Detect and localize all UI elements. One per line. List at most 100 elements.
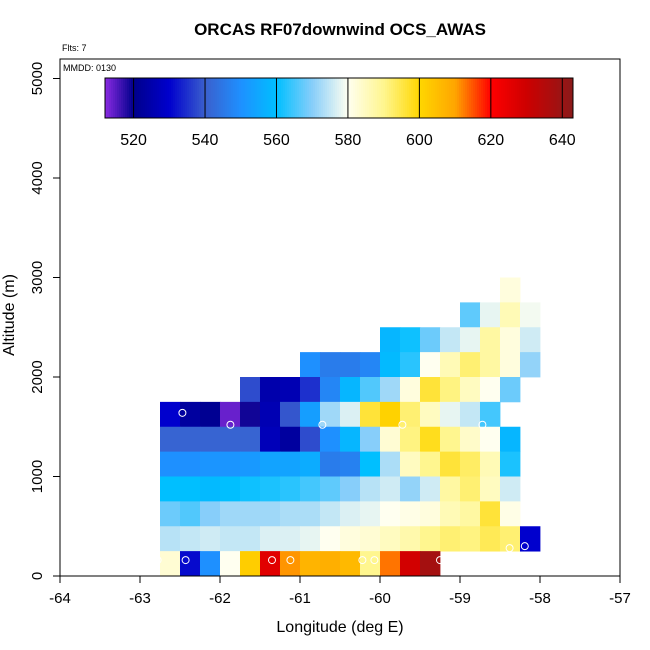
colorbar-segment bbox=[165, 78, 168, 118]
heatmap-cell bbox=[220, 551, 241, 577]
observation-circle bbox=[398, 420, 407, 429]
colorbar-segment bbox=[477, 78, 480, 118]
colorbar-segment bbox=[383, 78, 386, 118]
heatmap-cell bbox=[160, 401, 181, 428]
heatmap-cell bbox=[480, 476, 501, 502]
heatmap-cell bbox=[420, 401, 441, 428]
colorbar-segment bbox=[549, 78, 552, 118]
heatmap-cell bbox=[280, 451, 301, 477]
colorbar-segment bbox=[369, 78, 372, 118]
colorbar-tick-label: 580 bbox=[335, 132, 362, 149]
colorbar-segment bbox=[123, 78, 126, 118]
colorbar-segment bbox=[137, 78, 140, 118]
colorbar-segment bbox=[541, 78, 544, 118]
colorbar-segment bbox=[475, 78, 478, 118]
colorbar-segment bbox=[483, 78, 486, 118]
colorbar-segment bbox=[571, 78, 574, 118]
colorbar-segment bbox=[539, 78, 542, 118]
heatmap-cell bbox=[220, 526, 241, 552]
colorbar-segment bbox=[327, 78, 330, 118]
colorbar-segment bbox=[403, 78, 406, 118]
colorbar-segment bbox=[183, 78, 186, 118]
heatmap-cell bbox=[300, 401, 321, 428]
colorbar-segment bbox=[277, 78, 280, 118]
colorbar-segment bbox=[207, 78, 210, 118]
colorbar-segment bbox=[177, 78, 180, 118]
colorbar-segment bbox=[341, 78, 344, 118]
heatmap-cell bbox=[500, 451, 521, 477]
heatmap-cell bbox=[320, 501, 341, 527]
heatmap-cell bbox=[360, 352, 381, 378]
heatmap-cell bbox=[340, 551, 361, 577]
heatmap-cell bbox=[500, 476, 521, 502]
heatmap-cell bbox=[520, 302, 541, 328]
colorbar-segment bbox=[499, 78, 502, 118]
heatmap-cell bbox=[360, 401, 381, 428]
colorbar-segment bbox=[269, 78, 272, 118]
x-tick-label: -61 bbox=[289, 590, 311, 607]
colorbar-segment bbox=[425, 78, 428, 118]
y-tick-label: 2000 bbox=[29, 360, 46, 393]
observation-circle bbox=[370, 556, 379, 565]
heatmap-cell bbox=[440, 476, 461, 502]
heatmap-cell bbox=[340, 401, 361, 428]
heatmap-cell bbox=[440, 501, 461, 527]
colorbar-segment bbox=[113, 78, 116, 118]
colorbar-segment bbox=[525, 78, 528, 118]
colorbar-segment bbox=[203, 78, 206, 118]
colorbar-segment bbox=[157, 78, 160, 118]
flights-label: Flts: 7 bbox=[62, 43, 87, 53]
heatmap-cell bbox=[500, 327, 521, 353]
heatmap-cell bbox=[460, 377, 481, 403]
colorbar-segment bbox=[365, 78, 368, 118]
colorbar-segment bbox=[395, 78, 398, 118]
observation-circle bbox=[226, 420, 235, 429]
colorbar-segment bbox=[181, 78, 184, 118]
heatmap-cell bbox=[500, 352, 521, 378]
colorbar-segment bbox=[353, 78, 356, 118]
heatmap-cell bbox=[460, 426, 481, 453]
colorbar-segment bbox=[295, 78, 298, 118]
colorbar-segment bbox=[337, 78, 340, 118]
heatmap-cell bbox=[420, 526, 441, 552]
colorbar-segment bbox=[375, 78, 378, 118]
colorbar-segment bbox=[263, 78, 266, 118]
colorbar-segment bbox=[493, 78, 496, 118]
heatmap-cell bbox=[340, 501, 361, 527]
heatmap-cell bbox=[280, 526, 301, 552]
colorbar-segment bbox=[125, 78, 128, 118]
colorbar-segment bbox=[487, 78, 490, 118]
y-tick-label: 3000 bbox=[29, 261, 46, 294]
colorbar-segment bbox=[385, 78, 388, 118]
x-tick-label: -62 bbox=[209, 590, 231, 607]
colorbar-segment bbox=[357, 78, 360, 118]
colorbar-segment bbox=[399, 78, 402, 118]
heatmap-cell bbox=[460, 501, 481, 527]
colorbar-segment bbox=[217, 78, 220, 118]
colorbar-segment bbox=[227, 78, 230, 118]
x-tick-label: -58 bbox=[529, 590, 551, 607]
heatmap-cell bbox=[280, 401, 301, 428]
heatmap-cell bbox=[420, 352, 441, 378]
colorbar-segment bbox=[527, 78, 530, 118]
y-tick-label: 0 bbox=[29, 572, 46, 580]
colorbar-segment bbox=[407, 78, 410, 118]
heatmap-cell bbox=[160, 451, 181, 477]
colorbar-frame bbox=[104, 77, 574, 119]
heatmap-cell bbox=[360, 426, 381, 453]
colorbar-segment bbox=[391, 78, 394, 118]
heatmap-cell bbox=[380, 526, 401, 552]
colorbar-segment bbox=[303, 78, 306, 118]
heatmap-cell bbox=[260, 451, 281, 477]
heatmap-cell bbox=[320, 476, 341, 502]
colorbar-segment bbox=[511, 78, 514, 118]
heatmap-cell bbox=[400, 327, 421, 353]
colorbar-segment bbox=[517, 78, 520, 118]
colorbar-segment bbox=[213, 78, 216, 118]
heatmap-cell bbox=[420, 451, 441, 477]
colorbar-segment bbox=[147, 78, 150, 118]
colorbar-segment bbox=[253, 78, 256, 118]
colorbar-segment bbox=[529, 78, 532, 118]
colorbar-segment bbox=[439, 78, 442, 118]
colorbar-segment bbox=[429, 78, 432, 118]
